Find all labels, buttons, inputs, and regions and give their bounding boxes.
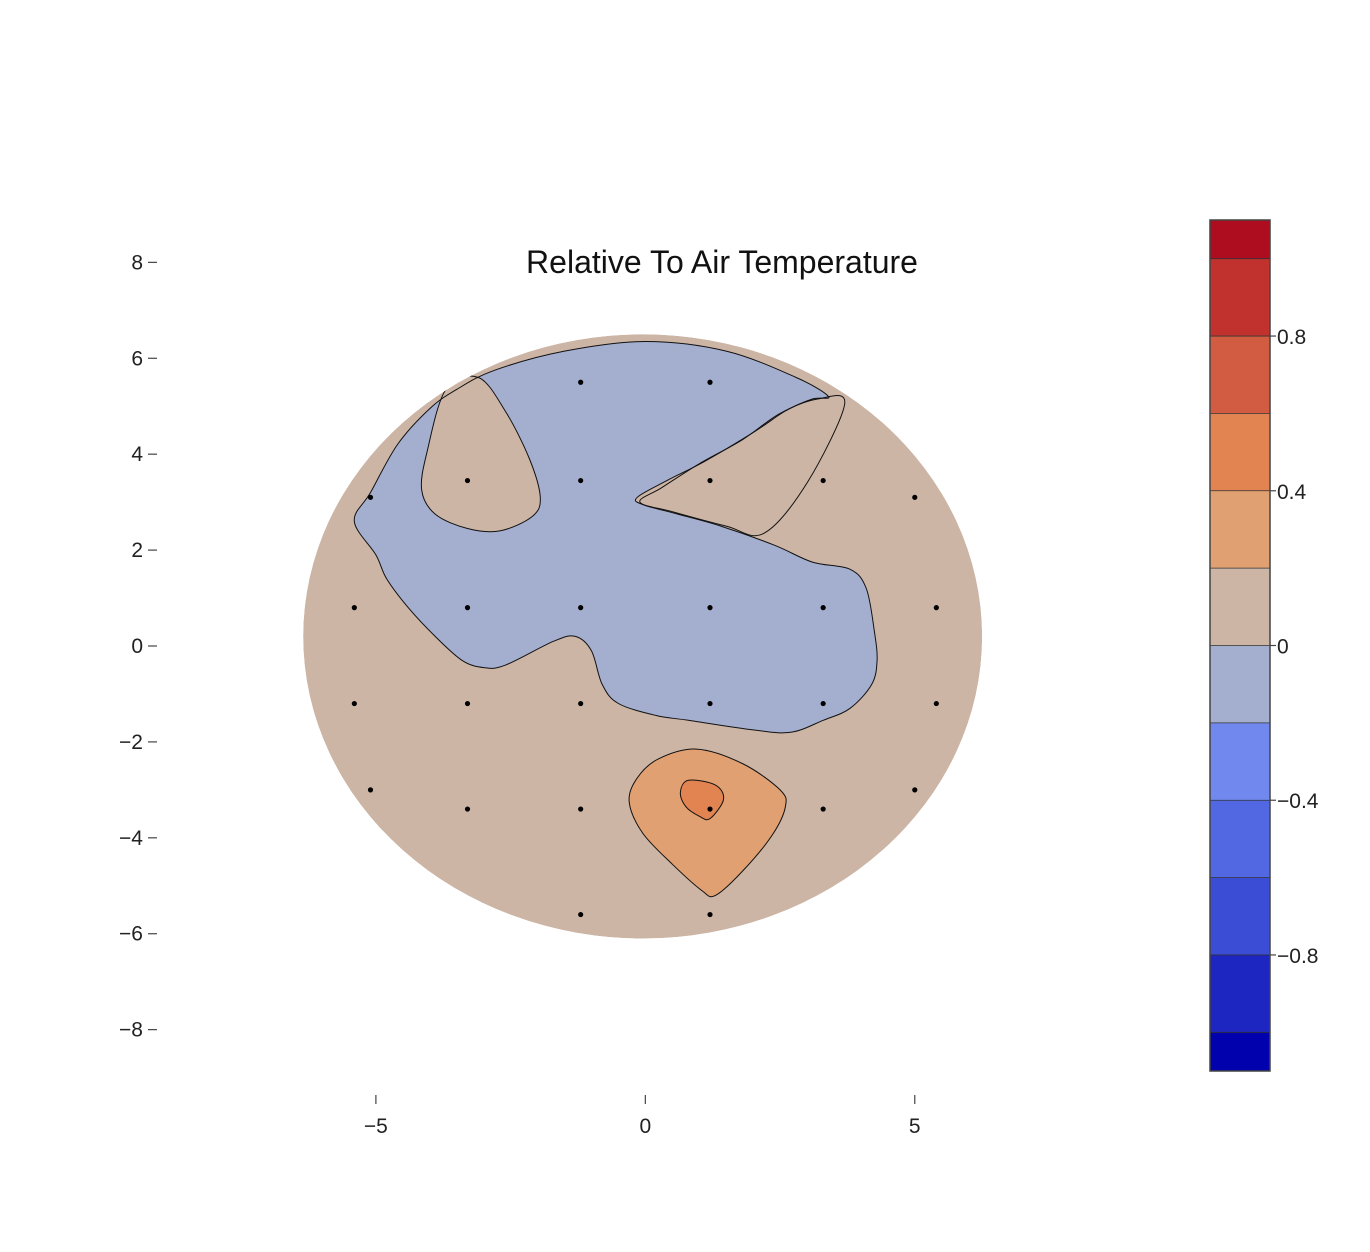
warm-region-upper-right-notch-line [639,395,846,537]
y-tick-label: −4 [119,827,143,850]
sensor-point [578,379,584,385]
sensor-point [912,787,918,793]
sensor-point [578,477,584,484]
colorbar-segment [1210,800,1270,878]
sensor-point [933,700,939,707]
colorbar-segment [1210,336,1270,414]
sensor-point [578,605,584,611]
sensor-point [707,605,713,611]
sensor-points [351,379,939,918]
y-tick-label: 2 [131,539,143,562]
colorbar-tick-label: −0.4 [1277,790,1319,813]
sensor-point [820,477,826,484]
colorbar-tick-label: 0.4 [1277,481,1307,504]
colorbar-segment [1210,220,1270,259]
warm-island-upper-left [421,376,541,532]
y-tick-label: −8 [119,1019,143,1042]
colorbar-segment [1210,490,1270,569]
y-tick-label: 0 [131,635,143,658]
x-tick-label: 5 [909,1115,921,1138]
colorbar-segment [1210,954,1270,1033]
sensor-point [464,700,471,707]
warm-core-lower-line [679,779,725,821]
x-tick-label: −5 [364,1115,388,1138]
colorbar-tick-label: 0.8 [1277,326,1306,349]
y-tick-label: −6 [119,923,143,946]
sensor-point [464,806,471,812]
plot-area [303,334,983,939]
sensor-point [912,494,918,500]
sensor-point [578,911,584,918]
warm-region-upper-right-notch [639,395,845,536]
warm-core-lower [680,780,724,820]
contour-lines [353,340,878,898]
y-tick-label: −2 [119,731,143,754]
chart-title: Relative To Air Temperature [526,244,918,280]
sensor-point [367,494,374,500]
sensor-point [707,379,713,385]
colorbar-segment [1210,1032,1270,1071]
cold-region-upper-line [353,340,878,734]
colorbar-tick-label: −0.8 [1277,945,1318,968]
sensor-point [707,700,713,707]
sensor-point [351,700,357,707]
colorbar-segment [1210,722,1270,801]
colorbar-segment [1210,877,1270,955]
sensor-point [367,787,374,793]
colorbar-segment [1210,568,1270,646]
colorbar-tick-label: 0 [1277,636,1289,659]
sensor-point [464,477,471,484]
colorbar-segment [1210,645,1270,723]
sensor-point [820,605,826,611]
y-tick-label: 4 [131,443,143,466]
y-tick-label: 8 [131,251,143,274]
warm-bump-lower-line [628,748,787,898]
colorbar-segment [1210,258,1270,337]
sensor-point [933,605,939,611]
y-axis: 8 6 4 2 0 −2 −4 −6 −8 [119,251,157,1042]
sensor-point [820,700,826,707]
x-axis: −5 0 5 [364,1095,921,1138]
colorbar: 0.8 0.4 0 −0.4 −0.8 [1209,219,1319,1072]
sensor-point [464,605,471,611]
warm-island-upper-left-line [420,375,541,533]
sensor-point [707,477,713,484]
colorbar-segment [1210,413,1270,491]
sensor-point [351,605,357,611]
sensor-point [707,806,713,812]
sensor-point [820,806,826,812]
sensor-point [578,700,584,707]
y-tick-label: 6 [131,347,143,370]
contour-fills [303,334,983,939]
sensor-point [707,911,713,918]
x-tick-label: 0 [639,1115,651,1138]
sensor-point [578,806,584,812]
